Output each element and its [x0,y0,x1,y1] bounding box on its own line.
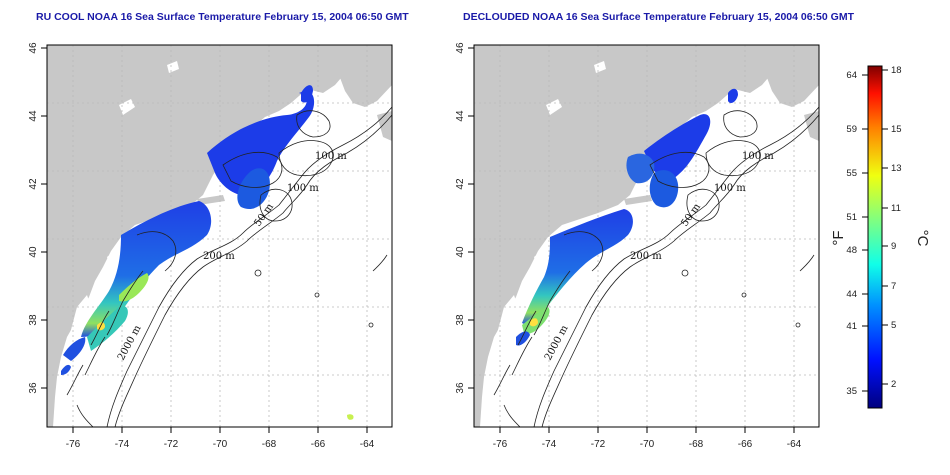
x-tick: -74 [542,439,557,450]
temperature-colorbar: 64 59 55 51 48 44 41 35 18 15 13 11 9 7 … [830,65,931,409]
x-tick: -76 [493,439,508,450]
x-tick: -66 [311,439,326,450]
fahrenheit-tick: 44 [846,289,857,300]
contour-label-100m-north: 100 m [742,151,774,162]
x-tick: -76 [66,439,81,450]
fahrenheit-tick: 64 [846,70,857,81]
x-tick: -72 [591,439,606,450]
right-panel-title: DECLOUDED NOAA 16 Sea Surface Temperatur… [463,11,854,23]
colorbar-gradient [867,65,883,409]
celsius-tick: 2 [891,379,896,390]
fahrenheit-tick: 55 [846,168,857,179]
left-panel-title: RU COOL NOAA 16 Sea Surface Temperature … [36,11,409,23]
x-tick: -64 [787,439,802,450]
celsius-tick: 15 [891,124,902,135]
x-tick: -70 [640,439,655,450]
y-tick: 38 [28,314,39,326]
fahrenheit-tick: 48 [846,245,857,256]
x-tick: -68 [689,439,704,450]
x-tick: -68 [262,439,277,450]
contour-label-100m: 100 m [714,183,746,194]
celsius-tick: 5 [891,320,896,331]
right-map-panel: 100 m 100 m 50 m 200 m 2000 m -76 -74 -7… [455,42,820,450]
sst-overlay [61,85,354,420]
y-tick: 46 [28,42,39,54]
sst-overlay [516,88,738,346]
y-tick: 44 [28,110,39,122]
x-tick: -72 [164,439,179,450]
y-tick: 36 [28,382,39,394]
y-tick: 46 [455,42,466,54]
y-tick: 44 [455,110,466,122]
y-tick: 38 [455,314,466,326]
contour-label-100m-north: 100 m [315,151,347,162]
celsius-tick: 18 [891,65,902,76]
x-tick: -74 [115,439,130,450]
celsius-tick: 11 [891,203,901,214]
fahrenheit-unit-label: °F [830,230,847,245]
celsius-tick: 9 [891,241,896,252]
x-tick: -64 [360,439,375,450]
x-axis-ticks: -76 -74 -72 -70 -68 -66 -64 [493,439,802,450]
contour-label-100m: 100 m [287,183,319,194]
y-tick: 40 [28,246,39,258]
x-axis-ticks: -76 -74 -72 -70 -68 -66 -64 [66,439,375,450]
y-tick: 42 [455,178,466,190]
y-axis-ticks: 36 38 40 42 44 46 [28,42,39,394]
y-tick: 40 [455,246,466,258]
x-tick: -70 [213,439,228,450]
y-axis-ticks: 36 38 40 42 44 46 [455,42,466,394]
fahrenheit-tick: 59 [846,124,857,135]
celsius-tick: 7 [891,281,896,292]
fahrenheit-tick: 41 [846,321,857,332]
y-tick: 42 [28,178,39,190]
left-map-panel: 100 m 100 m 50 m 200 m 2000 m -76 -74 -7… [28,42,393,450]
fahrenheit-tick: 35 [846,386,857,397]
x-tick: -66 [738,439,753,450]
contour-label-200m: 200 m [203,251,235,262]
contour-label-200m: 200 m [630,251,662,262]
y-tick: 36 [455,382,466,394]
fahrenheit-tick: 51 [846,212,857,223]
celsius-unit-label: °C [914,230,931,247]
celsius-tick: 13 [891,163,902,174]
